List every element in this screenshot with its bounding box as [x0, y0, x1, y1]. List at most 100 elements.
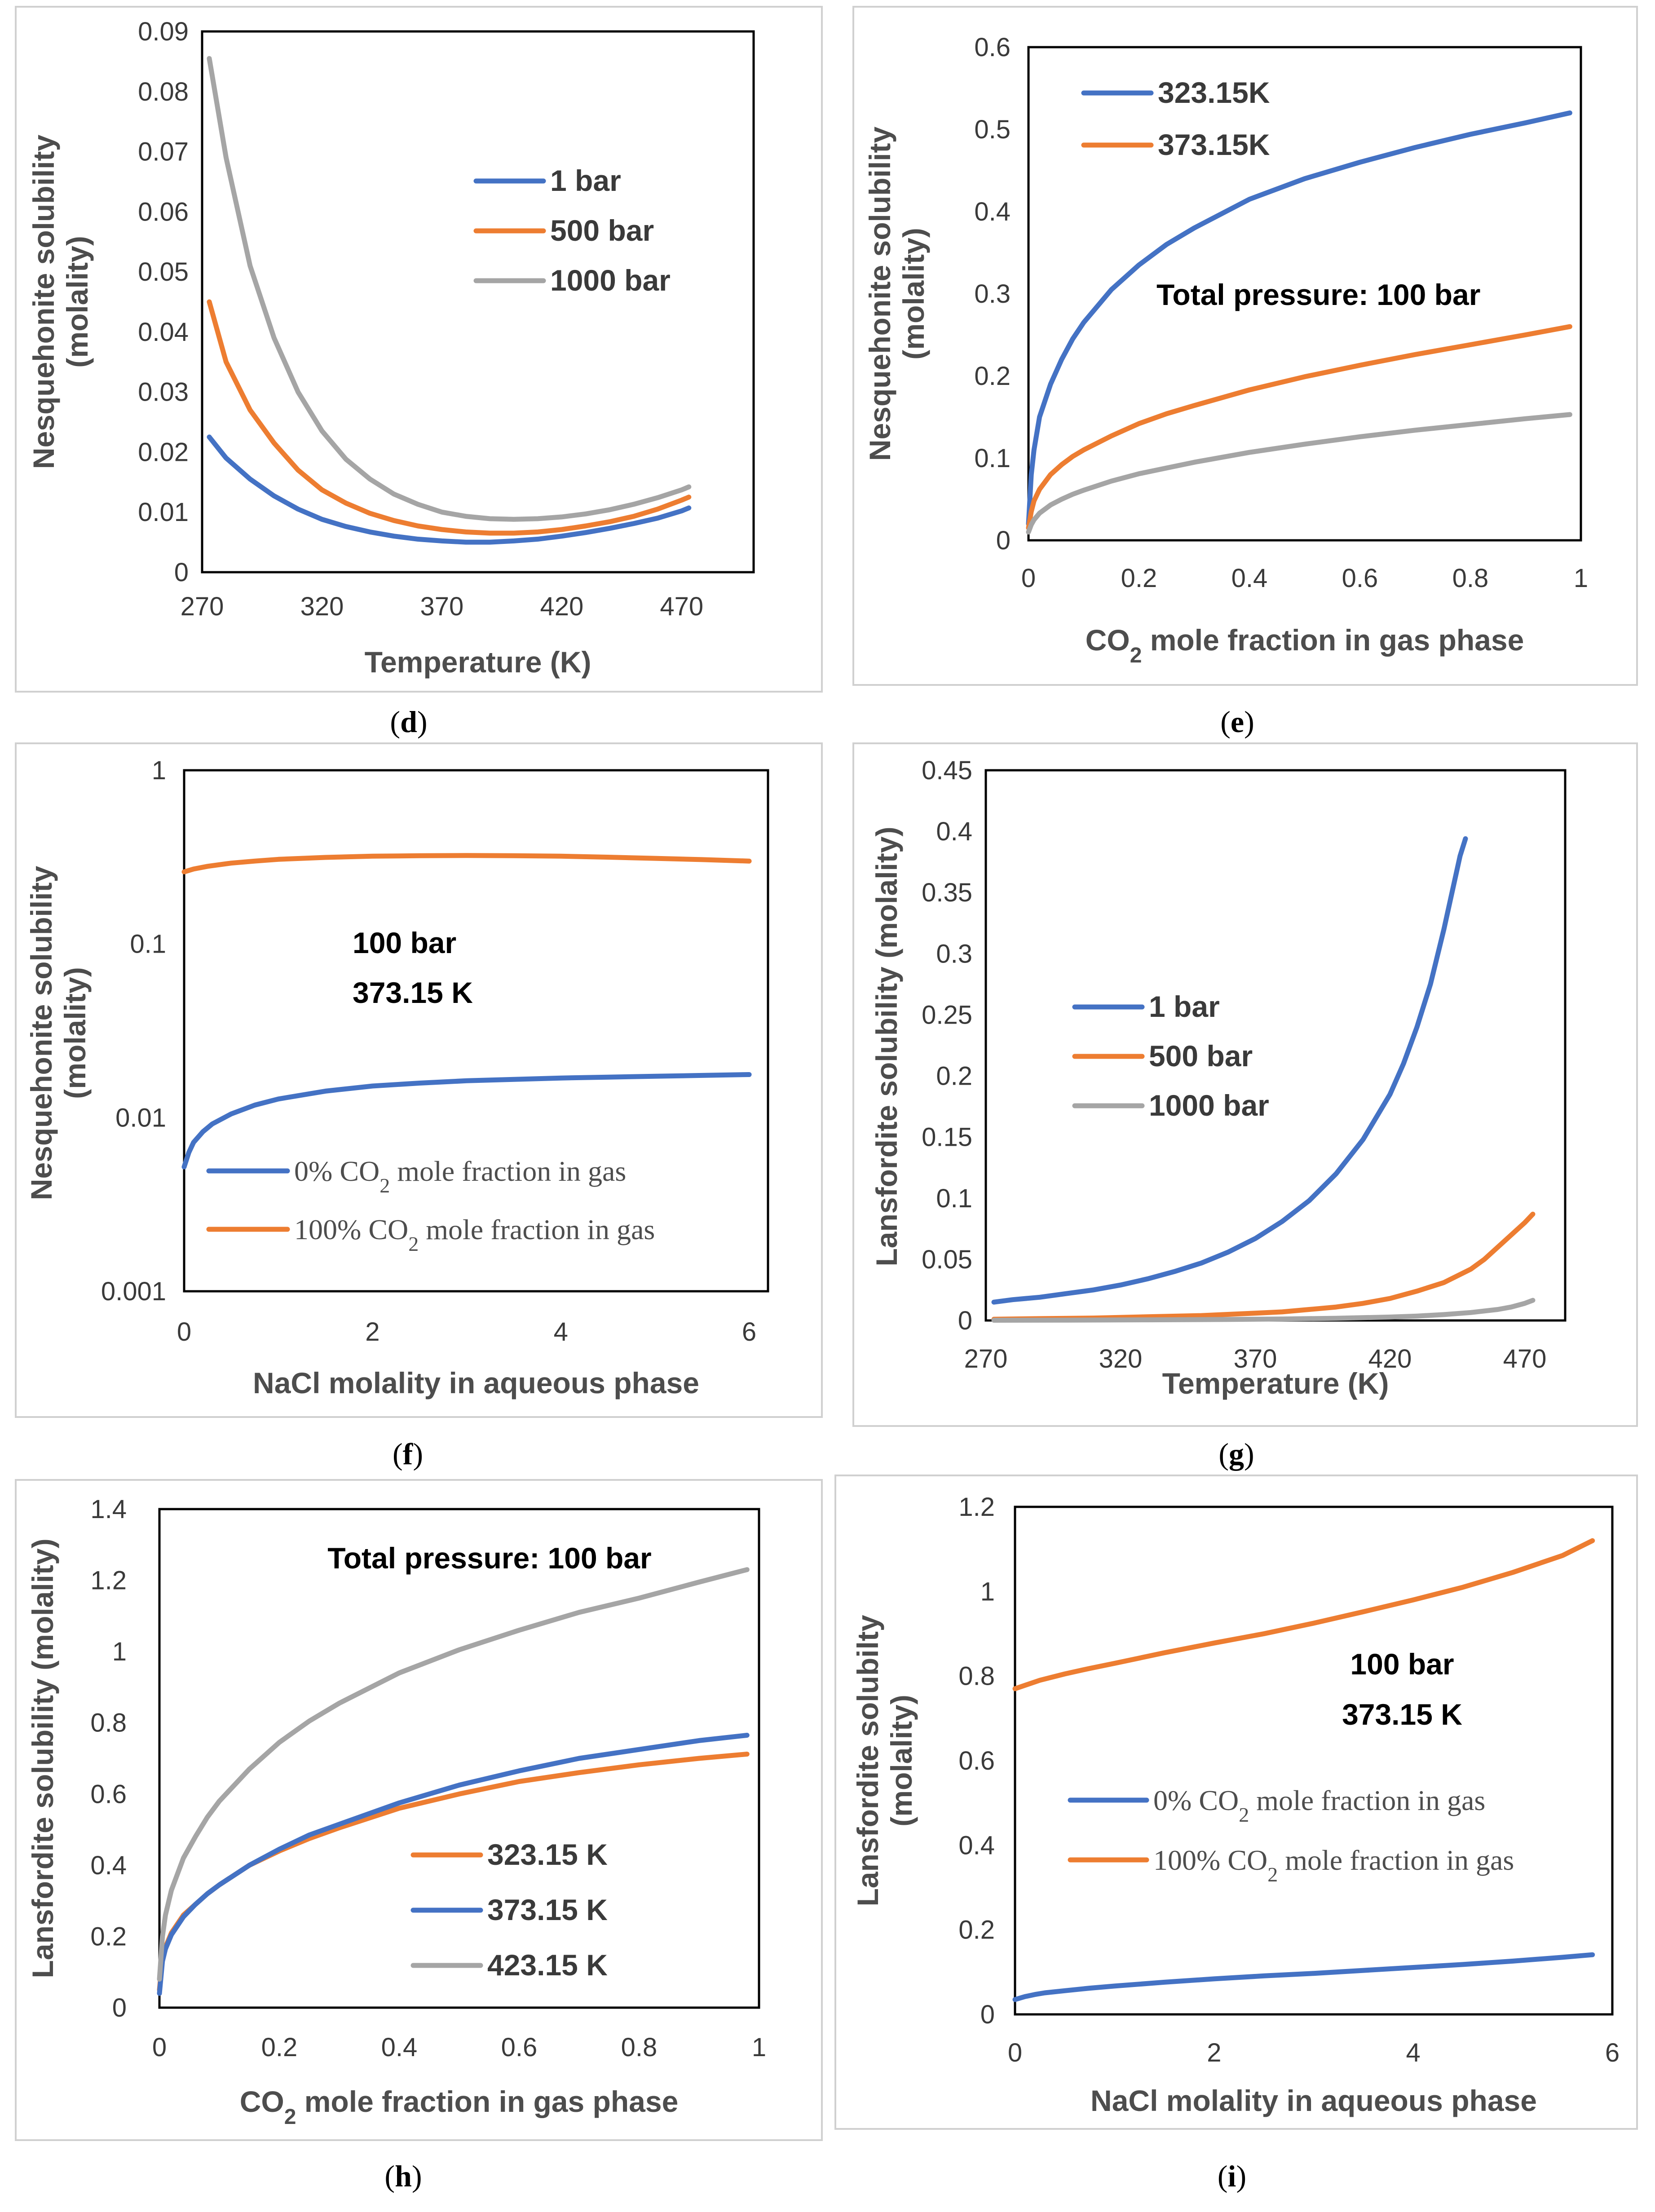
ytick-label: 0.1 [974, 444, 1011, 473]
y-axis-label: Nesquehonite solubility [25, 866, 58, 1201]
xtick-label: 0.8 [1452, 564, 1489, 593]
chart-e: 0 0.1 0.2 0.3 0.4 0.5 0.6 0 0.2 0.4 0.6 0.8 1 Nesqueh… [863, 33, 1588, 667]
ytick-label: 0.2 [90, 1922, 127, 1951]
x-axis-label: CO2 mole fraction in gas phase [240, 2085, 679, 2129]
x-axis-label: Temperature (K) [1162, 1367, 1389, 1400]
panel-h [15, 1479, 823, 2141]
ytick-label: 0.45 [922, 756, 972, 785]
ytick-label: 0.2 [974, 362, 1011, 391]
legend-label: 423.15 K [487, 1948, 608, 1982]
xtick-label: 270 [964, 1344, 1008, 1373]
annotation-text: Total pressure: 100 bar [1156, 278, 1480, 311]
ytick-label: 0.8 [90, 1709, 127, 1738]
xtick-label: 1 [1574, 564, 1588, 593]
xtick-label: 420 [1368, 1344, 1412, 1373]
xtick-label: 0 [152, 2033, 167, 2062]
xtick-label: 0.4 [1231, 564, 1268, 593]
y-axis-label: (molality) [58, 967, 92, 1099]
ytick-label: 0.6 [958, 1746, 995, 1775]
legend-label: 100% CO2 mole fraction in gas [294, 1214, 655, 1255]
legend-label: 0% CO2 mole fraction in gas [1153, 1784, 1485, 1826]
x-axis-label: CO2 mole fraction in gas phase [1086, 623, 1524, 667]
series-line-i-0 [1012, 1952, 1595, 2002]
xtick-label: 0.6 [1342, 564, 1378, 593]
chart-g: 0 0.05 0.1 0.15 0.2 0.25 0.3 0.35 0.4 0.45 270 320 3… [870, 756, 1546, 1400]
ytick-label: 0 [958, 1306, 972, 1335]
ytick-label: 0.4 [90, 1851, 127, 1880]
x-axis-label: NaCl molality in aqueous phase [1090, 2084, 1537, 2117]
ytick-label: 0.4 [936, 817, 972, 846]
chart-d: 0 0.01 0.02 0.03 0.04 0.05 0.06 0.07 0.08 0.09 270… [27, 17, 703, 679]
legend-label: 373.15 K [487, 1893, 608, 1926]
ytick-label: 1 [112, 1637, 127, 1666]
ytick-label: 0.4 [974, 197, 1011, 226]
series-line-g-2 [991, 1298, 1536, 1323]
ytick-label: 0.001 [101, 1277, 166, 1306]
y-axis-label: Lansfordite solubility (molality) [26, 1538, 59, 1978]
panel-f [15, 742, 823, 1418]
series-line-g-1 [991, 1211, 1536, 1322]
panel-i-border [834, 1475, 1638, 2130]
ytick-label: 0.15 [922, 1123, 972, 1152]
xtick-label: 320 [1099, 1344, 1143, 1373]
panel-e [852, 6, 1638, 686]
panel-f-plot-frame [183, 769, 769, 1293]
xtick-label: 470 [660, 592, 703, 621]
legend-label: 500 bar [1149, 1039, 1253, 1073]
panel-h-border [15, 1479, 823, 2141]
xtick-label: 4 [1406, 2038, 1421, 2067]
series-line-g-0 [991, 836, 1468, 1305]
y-axis-label: (molality) [61, 236, 94, 367]
panel-d [15, 6, 823, 693]
ytick-label: 0.5 [974, 115, 1011, 144]
annotation-text: Total pressure: 100 bar [327, 1541, 651, 1575]
chart-f: 0.001 0.01 0.1 1 0 2 4 6 Nesquehonite solubility… [25, 756, 756, 1400]
ytick-label: 0.1 [130, 930, 166, 959]
xtick-label: 470 [1503, 1344, 1547, 1373]
ytick-label: 0.02 [138, 437, 189, 467]
ytick-label: 0.1 [936, 1184, 972, 1213]
series-line-h-1 [157, 1733, 750, 1996]
ytick-label: 0.2 [958, 1916, 995, 1945]
chart-i: 0 0.2 0.4 0.6 0.8 1 1.2 0 2 4 6 Lansfordite solubil… [851, 1492, 1620, 2117]
series-line-e-2 [1026, 412, 1572, 535]
series-line-e-0 [1026, 110, 1572, 526]
xtick-label: 2 [365, 1317, 380, 1347]
xtick-label: 420 [540, 592, 583, 621]
ytick-label: 0.35 [922, 878, 972, 907]
ytick-label: 0.6 [90, 1779, 127, 1809]
x-axis-label: NaCl molality in aqueous phase [253, 1366, 699, 1400]
xtick-label: 0 [177, 1317, 191, 1347]
caption-h-letter: h [395, 2159, 412, 2193]
ytick-label: 0.09 [138, 17, 189, 46]
panel-h-plot-frame [158, 1508, 760, 2009]
xtick-label: 270 [181, 592, 224, 621]
series-line-i-1 [1012, 1538, 1595, 1691]
legend-label: 1 bar [550, 164, 621, 197]
ytick-label: 0.06 [138, 197, 189, 226]
ytick-label: 0 [996, 526, 1011, 555]
y-axis-label: Lansfordite solubility (molality) [870, 826, 903, 1266]
ytick-label: 0.8 [958, 1662, 995, 1691]
xtick-label: 2 [1207, 2038, 1221, 2067]
ytick-label: 0.07 [138, 137, 189, 167]
ytick-label: 0.01 [138, 498, 189, 527]
series-line-e-1 [1026, 324, 1572, 530]
annotation-text: 373.15 K [1342, 1698, 1462, 1731]
xtick-label: 0 [1021, 564, 1036, 593]
legend-label: 1000 bar [1149, 1089, 1269, 1122]
xtick-label: 0.2 [1121, 564, 1157, 593]
panel-e-border [852, 6, 1638, 686]
caption-g-letter: g [1229, 1437, 1244, 1471]
caption-f-letter: f [403, 1437, 414, 1471]
series-line-d-1 [207, 299, 692, 536]
xtick-label: 320 [300, 592, 344, 621]
ytick-label: 0.3 [936, 939, 972, 968]
panel-d-border [15, 6, 823, 693]
legend-label: 323.15 K [487, 1838, 608, 1871]
y-axis-label: (molality) [897, 228, 930, 359]
xtick-label: 0.2 [261, 2033, 298, 2062]
panel-f-border [15, 742, 823, 1418]
chart-h: 0 0.2 0.4 0.6 0.8 1 1.2 1.4 0 0.2 0.4 0.6 0.8 1 Lansfo… [26, 1495, 766, 2129]
caption-d: (d) [390, 705, 427, 739]
